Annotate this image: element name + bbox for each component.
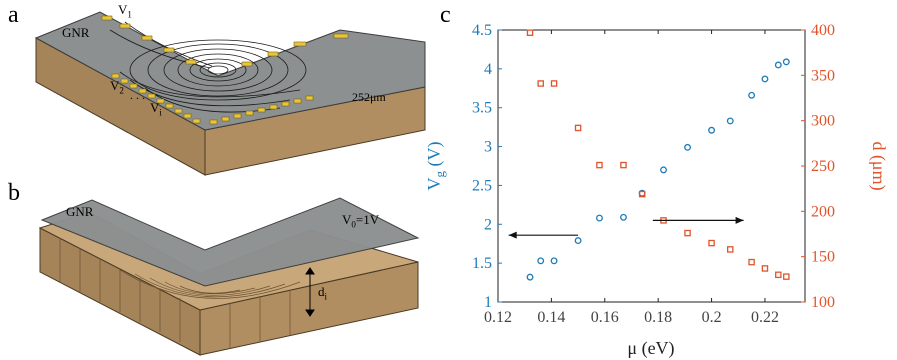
y-left-tick-label: 1.5: [472, 255, 492, 272]
v2-letter: V: [110, 78, 120, 93]
y-right-tick-label: 250: [811, 158, 835, 175]
v0-value: =1V: [355, 212, 380, 227]
data-point-square: [638, 190, 646, 198]
data-point-circle: [638, 189, 646, 197]
panel-a-gnr-label: GNR: [62, 25, 90, 40]
y-right-tick-label: 150: [811, 249, 835, 266]
data-point-square: [596, 161, 603, 169]
panel-b-gnr-label: GNR: [66, 204, 94, 219]
panel-b-v0-label: V0=1V: [342, 212, 379, 230]
x-tick-label: 0.12: [484, 309, 512, 326]
plot-frame: [497, 29, 806, 303]
data-point-circle: [550, 257, 558, 265]
data-point-square: [660, 217, 667, 224]
y-left-tick-label: 3.5: [472, 100, 492, 117]
panel-a-illustration: [34, 11, 426, 176]
di-arrow: [305, 267, 315, 317]
panel-b-label: b: [8, 180, 20, 206]
x-tick-label: 0.2: [702, 309, 722, 326]
x-tick-label: 0.18: [644, 309, 672, 326]
data-point-square: [684, 229, 691, 237]
data-point-square: [708, 239, 715, 247]
y-left-tick-label: 2: [484, 216, 492, 233]
y-right-axis-label: d (μm): [868, 141, 889, 190]
data-point-circle: [620, 213, 627, 221]
x-axis-label: μ (eV): [627, 338, 674, 359]
vi-sub: i: [159, 107, 162, 118]
panel-b-di-label: di: [318, 284, 327, 302]
data-point-circle: [774, 61, 782, 69]
data-point-square: [550, 80, 558, 87]
data-point-circle: [526, 273, 534, 281]
data-point-square: [727, 246, 734, 253]
v1-letter: V: [118, 2, 128, 17]
data-point-circle: [595, 214, 603, 222]
data-point-circle: [761, 75, 769, 83]
panel-a-v2-label: V2: [110, 78, 124, 96]
panel-a-v1-label: V1: [118, 2, 132, 20]
doping-layers: [59, 238, 301, 348]
di-sub: i: [324, 291, 328, 302]
electrodes: [101, 15, 349, 125]
gnr-top-surface: [34, 11, 426, 131]
panel-b-illustration: [38, 197, 420, 356]
y-left-tick-label: 3: [484, 139, 492, 156]
panel-a-vi-label: Vi: [150, 100, 162, 118]
v0-sub: 0: [351, 219, 356, 230]
v2-sub: 2: [119, 85, 124, 96]
data-point-circle: [708, 126, 716, 134]
y-right-tick-label: 400: [811, 22, 835, 39]
data-point-square: [574, 124, 582, 132]
y-right-tick-label: 350: [811, 67, 835, 84]
data-point-square: [783, 273, 790, 280]
data-point-square: [761, 265, 769, 272]
y-left-tick-label: 4: [484, 61, 492, 78]
gnr-b-sheet: [40, 197, 420, 287]
di-letter: d: [318, 284, 325, 299]
data-point-circle: [660, 166, 667, 174]
data-point-circle: [726, 117, 734, 125]
data-point-circle: [684, 143, 691, 151]
panel-a-label: a: [8, 2, 19, 28]
axis-arrow-head: [735, 216, 744, 224]
data-point-square: [775, 271, 782, 279]
data-point-circle: [574, 237, 582, 245]
data-point-square: [526, 29, 534, 36]
data-point-square: [537, 80, 544, 87]
vi-letter: V: [150, 100, 160, 115]
panel-a-length-label: 252μm: [352, 90, 386, 104]
data-point-square: [748, 258, 755, 266]
y-left-tick-label: 1: [484, 294, 492, 311]
y-left-tick-label: 2.5: [472, 177, 492, 194]
data-point-circle: [782, 58, 790, 66]
y-right-tick-label: 300: [811, 113, 835, 130]
y-right-tick-label: 100: [811, 294, 835, 311]
data-point-square: [620, 161, 627, 169]
x-tick-label: 0.22: [751, 309, 779, 326]
x-tick-label: 0.16: [591, 309, 619, 326]
y-left-tick-label: 4.5: [472, 22, 492, 39]
panel-a-dots: . . .: [130, 88, 145, 102]
v1-sub: 1: [127, 9, 132, 20]
panel-c-label: c: [440, 2, 451, 28]
data-point-circle: [537, 257, 545, 265]
data-point-circle: [748, 91, 756, 99]
x-tick-label: 0.14: [537, 309, 565, 326]
y-right-tick-label: 200: [811, 203, 835, 220]
axis-arrow-head: [508, 231, 517, 239]
v0-letter: V: [342, 212, 352, 227]
